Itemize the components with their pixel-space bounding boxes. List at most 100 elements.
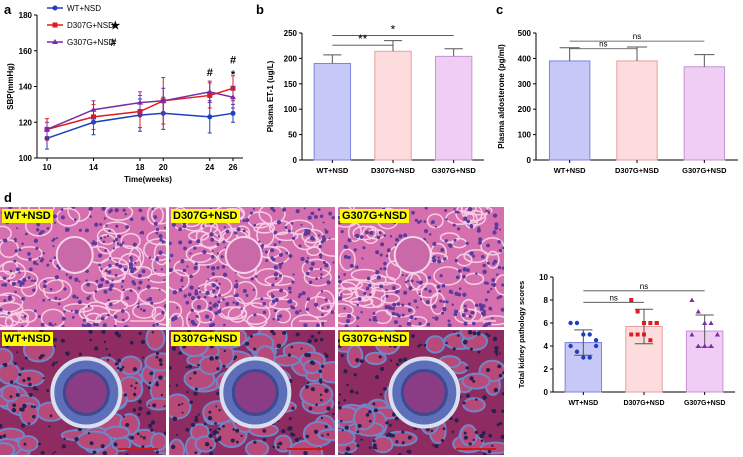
nucleus xyxy=(141,356,145,359)
nucleus xyxy=(274,277,278,281)
chart-d: 0 2 4 6 8 10 Total kidney pathology scores WT+N… xyxy=(517,273,735,407)
nucleus xyxy=(375,270,380,275)
nucleus xyxy=(104,249,107,252)
nucleus xyxy=(439,274,443,278)
nucleus xyxy=(492,336,498,342)
nucleus xyxy=(122,415,126,418)
y-tick-label: 10 xyxy=(539,273,548,282)
nucleus xyxy=(491,316,494,320)
nucleus xyxy=(497,364,502,369)
nucleus xyxy=(305,434,310,439)
tubule xyxy=(150,432,166,452)
nucleus xyxy=(407,279,410,282)
nucleus xyxy=(318,253,323,257)
nucleus xyxy=(217,300,221,304)
nucleus xyxy=(54,451,57,454)
nucleus xyxy=(52,245,55,248)
scale-bar xyxy=(299,320,327,322)
nucleus xyxy=(326,433,330,436)
nucleus xyxy=(385,254,389,258)
nucleus xyxy=(84,228,89,233)
x-tick-label: G307G+NSD xyxy=(684,400,725,407)
nucleus xyxy=(164,304,166,308)
nucleus xyxy=(129,340,134,345)
x-tick-label: D307G+NSD xyxy=(371,166,416,175)
nucleus xyxy=(379,253,383,257)
nucleus xyxy=(100,268,103,271)
nucleus xyxy=(132,408,137,412)
nucleus xyxy=(463,216,468,221)
nucleus xyxy=(486,243,490,248)
y-tick-label: 100 xyxy=(19,154,33,163)
micro-label: D307G+NSD xyxy=(171,332,240,346)
nucleus xyxy=(236,227,241,232)
nucleus xyxy=(300,256,305,262)
tubule xyxy=(459,424,478,447)
nucleus xyxy=(292,273,295,276)
tubule xyxy=(151,306,166,322)
nucleus xyxy=(478,240,482,245)
nucleus xyxy=(347,453,352,455)
nucleus xyxy=(193,266,198,271)
nucleus xyxy=(279,266,282,269)
nucleus xyxy=(119,367,123,372)
nucleus xyxy=(389,235,393,238)
nucleus xyxy=(220,255,224,259)
nucleus xyxy=(291,406,295,410)
data-point xyxy=(648,321,653,325)
nucleus xyxy=(303,207,306,210)
tubule xyxy=(361,225,380,245)
y-tick-label: 140 xyxy=(19,83,33,92)
nucleus xyxy=(109,257,112,260)
y-tick-label: 0 xyxy=(544,388,549,397)
x-tick-label: 24 xyxy=(205,163,214,172)
nucleus xyxy=(427,276,431,280)
nucleus xyxy=(183,294,187,298)
nucleus xyxy=(454,258,458,263)
nucleus xyxy=(468,442,472,446)
nucleus xyxy=(272,332,276,336)
nucleus xyxy=(307,256,310,259)
nucleus xyxy=(368,283,372,288)
nucleus xyxy=(82,318,86,322)
nucleus xyxy=(294,310,300,315)
nucleus xyxy=(409,315,414,320)
nucleus xyxy=(186,265,189,268)
nucleus xyxy=(196,295,201,300)
tubule xyxy=(144,352,166,372)
nucleus xyxy=(416,306,419,309)
nucleus xyxy=(380,366,385,371)
data-point xyxy=(702,320,708,325)
nucleus xyxy=(465,366,469,370)
nucleus xyxy=(203,295,207,299)
nucleus xyxy=(74,436,79,442)
tubule xyxy=(169,312,184,327)
tissue-texture xyxy=(169,330,335,455)
nucleus xyxy=(398,324,402,327)
nucleus xyxy=(320,364,325,368)
nucleus xyxy=(318,244,322,249)
data-point xyxy=(642,321,646,325)
nucleus xyxy=(37,315,41,319)
y-tick-label: 4 xyxy=(544,342,549,351)
nucleus xyxy=(73,218,77,222)
y-tick-label: 100 xyxy=(284,105,298,114)
nucleus xyxy=(454,309,458,313)
nucleus xyxy=(123,325,128,327)
nucleus xyxy=(42,284,47,289)
tubule xyxy=(120,232,141,250)
nucleus xyxy=(373,408,378,413)
nucleus xyxy=(440,438,445,443)
nucleus xyxy=(305,259,309,264)
nucleus xyxy=(498,248,503,253)
nucleus xyxy=(194,451,198,455)
nucleus xyxy=(376,235,381,240)
nucleus xyxy=(194,387,198,391)
nucleus xyxy=(418,292,421,296)
nucleus xyxy=(308,406,313,411)
nucleus xyxy=(378,355,382,359)
nucleus xyxy=(22,403,27,409)
nucleus xyxy=(490,287,493,291)
bar xyxy=(313,62,352,161)
nucleus xyxy=(169,366,172,370)
